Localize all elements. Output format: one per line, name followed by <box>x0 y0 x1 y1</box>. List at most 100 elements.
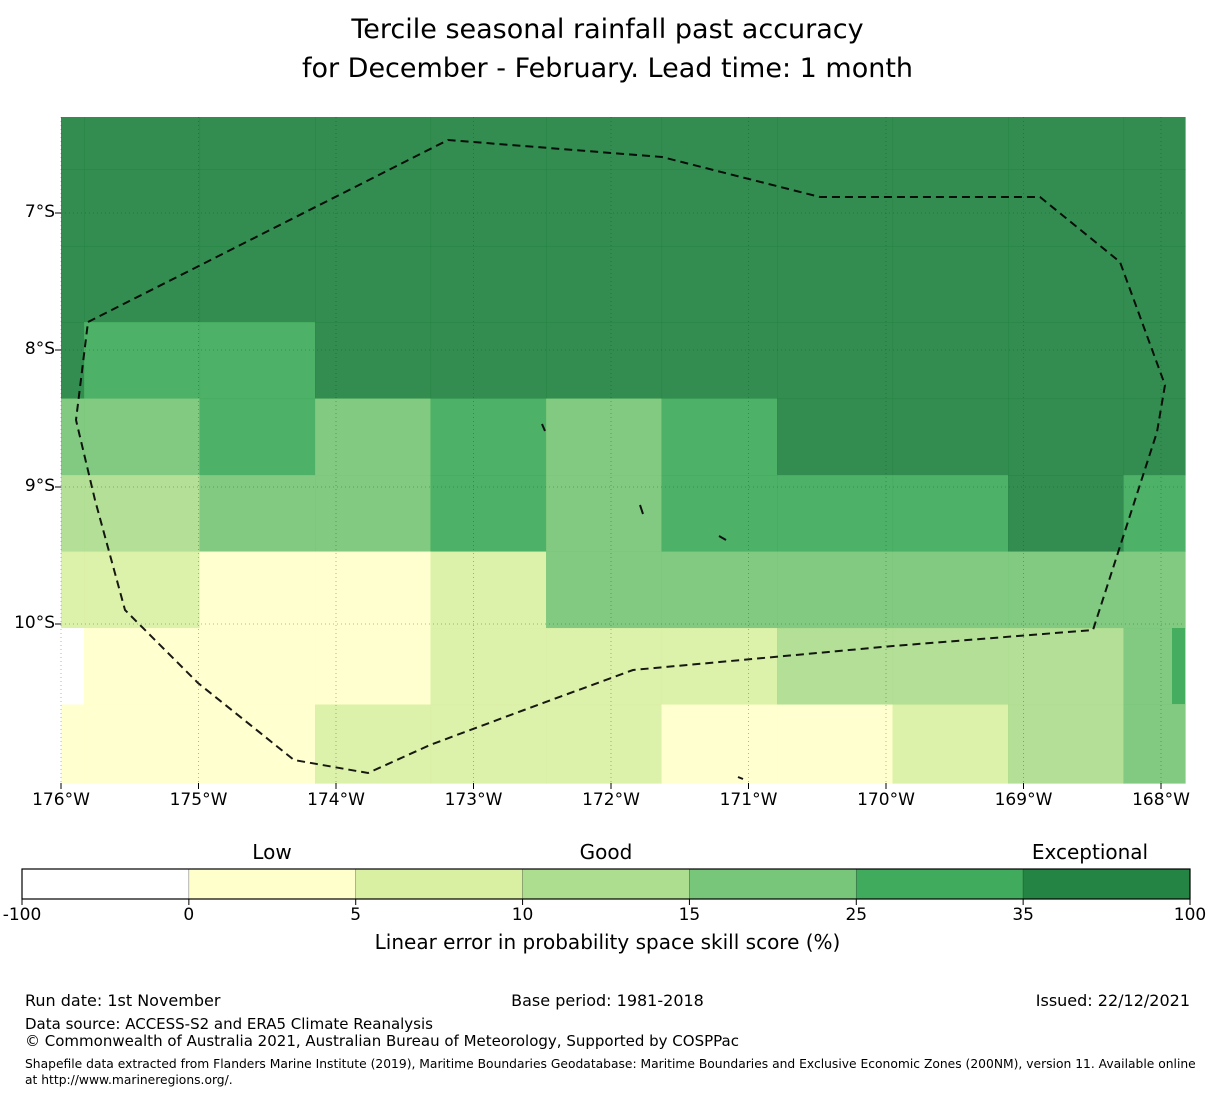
colorbar-category-good: Good <box>579 840 633 864</box>
grid-cell <box>84 704 201 784</box>
grid-cell <box>61 117 85 170</box>
grid-cell <box>1172 628 1185 704</box>
grid-cell <box>61 322 85 400</box>
y-tick-label: 9°S <box>24 476 55 496</box>
grid-cell <box>661 117 778 170</box>
grid-cell <box>1123 551 1186 629</box>
island-mark <box>639 504 644 515</box>
grid-cell <box>546 475 663 553</box>
grid-cell <box>315 117 432 170</box>
grid-cell <box>546 628 663 706</box>
grid-cell <box>661 551 778 629</box>
grid-cell <box>315 628 432 706</box>
grid-cell <box>661 398 778 476</box>
grid-cell <box>61 551 85 629</box>
grid-cell <box>430 628 547 706</box>
grid-cell <box>1008 246 1125 323</box>
grid-cell <box>546 704 663 784</box>
grid-cell <box>661 246 778 323</box>
grid-cell <box>430 551 547 629</box>
grid-cell <box>777 475 894 553</box>
grid-cell <box>777 169 894 247</box>
x-tick-label: 172°W <box>582 790 640 810</box>
grid-cell <box>61 169 85 247</box>
grid-cell <box>546 169 663 247</box>
colorbar-segment <box>188 868 357 900</box>
grid-cell <box>315 704 432 784</box>
colorbar-segment <box>689 868 857 900</box>
grid-cell <box>199 704 316 784</box>
grid-cell <box>1008 475 1125 553</box>
grid-cell <box>661 628 778 706</box>
grid-cell <box>546 398 663 476</box>
grid-cell <box>777 628 894 706</box>
grid-cell <box>315 322 432 400</box>
grid-cell <box>84 322 201 400</box>
grid-cell <box>315 475 432 553</box>
grid-cell <box>1008 628 1125 706</box>
grid-cell <box>892 246 1009 323</box>
grid-cell <box>661 704 778 784</box>
grid-cell <box>84 551 201 629</box>
grid-cell <box>199 117 316 170</box>
grid-cell <box>61 475 85 553</box>
grid-cell <box>430 246 547 323</box>
grid-cell <box>892 117 1009 170</box>
grid-cell <box>84 398 201 476</box>
grid-cell <box>430 704 547 784</box>
grid-cell <box>315 551 432 629</box>
colorbar-axis-label: Linear error in probability space skill … <box>374 930 841 954</box>
x-tick-label: 168°W <box>1132 790 1190 810</box>
grid-cell <box>61 628 85 706</box>
colorbar-segment <box>522 868 690 900</box>
eez-boundary <box>74 138 1167 775</box>
colorbar-tick-label: 25 <box>845 905 868 925</box>
colorbar-tick-label: 5 <box>350 905 362 925</box>
grid-cell <box>892 704 1009 784</box>
run-date-label: Run date: 1st November <box>25 991 221 1010</box>
grid-cell <box>199 551 316 629</box>
grid-cell <box>1123 475 1186 553</box>
grid-cell <box>315 246 432 323</box>
colorbar-frame <box>21 868 1191 900</box>
grid-cell <box>430 475 547 553</box>
colorbar-tick-label: 15 <box>678 905 701 925</box>
grid-cell <box>661 475 778 553</box>
colorbar-segment <box>21 868 190 900</box>
grid-cell <box>199 246 316 323</box>
y-tick-label: 8°S <box>24 339 55 359</box>
grid-cell <box>777 704 894 784</box>
island-mark <box>718 535 727 541</box>
grid-cell <box>61 398 85 476</box>
grid-cell <box>84 475 201 553</box>
grid-cell <box>661 169 778 247</box>
colorbar-tick-label: -100 <box>2 905 42 925</box>
colorbar-segment <box>855 868 1024 900</box>
x-tick-label: 173°W <box>444 790 503 810</box>
grid-cell <box>1008 551 1125 629</box>
grid-cell <box>892 475 1009 553</box>
y-tick-label: 7°S <box>24 202 55 222</box>
grid-cell <box>84 117 201 170</box>
grid-cell <box>892 322 1009 400</box>
grid-cell <box>1123 246 1186 323</box>
grid-cell <box>1123 322 1186 400</box>
grid-cell <box>61 246 85 323</box>
x-tick-label: 174°W <box>307 790 365 810</box>
grid-cell <box>546 551 663 629</box>
grid-cell <box>84 246 201 323</box>
colorbar-tick-label: 100 <box>1173 905 1207 925</box>
chart-title-line2: for December - February. Lead time: 1 mo… <box>301 53 914 84</box>
grid-cell <box>84 169 201 247</box>
grid-cell <box>777 322 894 400</box>
grid-cell <box>430 322 547 400</box>
grid-cell <box>199 475 316 553</box>
x-tick-label: 171°W <box>719 790 778 810</box>
island-mark <box>737 776 744 780</box>
x-tick-label: 176°W <box>32 790 90 810</box>
grid-cell <box>430 169 547 247</box>
grid-cell <box>777 398 894 476</box>
grid-cell <box>1123 117 1186 170</box>
